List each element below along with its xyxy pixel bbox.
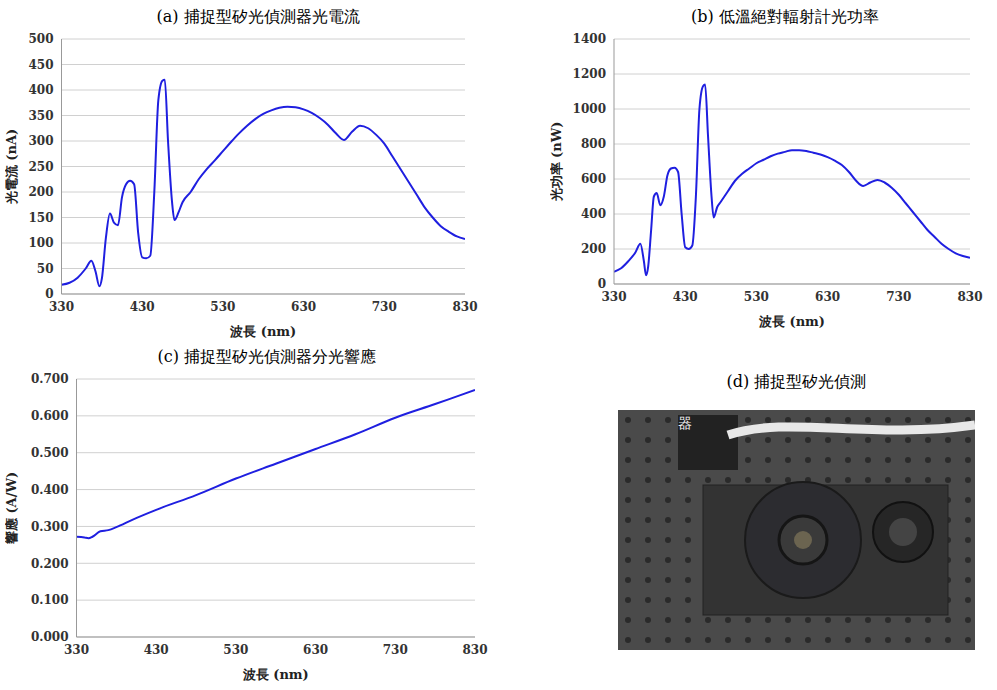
svg-text:730: 730 bbox=[886, 290, 911, 304]
svg-text:500: 500 bbox=[28, 33, 53, 46]
svg-text:330: 330 bbox=[601, 290, 626, 304]
svg-text:530: 530 bbox=[744, 290, 769, 304]
svg-text:730: 730 bbox=[383, 643, 408, 657]
svg-text:300: 300 bbox=[28, 134, 53, 148]
svg-text:200: 200 bbox=[28, 185, 53, 199]
svg-text:光電流 (nA): 光電流 (nA) bbox=[5, 129, 19, 205]
svg-text:430: 430 bbox=[144, 643, 169, 657]
svg-text:0.300: 0.300 bbox=[31, 520, 69, 534]
html-text:(b) 低溫絕對輻射計光功率: (b) 低溫絕對輻射計光功率 bbox=[691, 7, 879, 26]
svg-text:530: 530 bbox=[223, 643, 248, 657]
svg-text:波長 (nm): 波長 (nm) bbox=[758, 314, 825, 329]
html-text:(d) 捕捉型矽光偵測: (d) 捕捉型矽光偵測 bbox=[726, 372, 867, 391]
svg-text:830: 830 bbox=[462, 643, 487, 657]
svg-text:0.000: 0.000 bbox=[31, 630, 69, 644]
svg-text:600: 600 bbox=[581, 172, 606, 186]
svg-text:150: 150 bbox=[28, 211, 53, 225]
svg-text:330: 330 bbox=[64, 643, 89, 657]
svg-text:450: 450 bbox=[28, 58, 53, 72]
svg-text:800: 800 bbox=[581, 137, 606, 151]
svg-text:630: 630 bbox=[291, 300, 316, 314]
svg-text:350: 350 bbox=[28, 109, 53, 123]
svg-text:0.100: 0.100 bbox=[31, 593, 69, 607]
svg-text:630: 630 bbox=[303, 643, 328, 657]
svg-text:1400: 1400 bbox=[573, 33, 606, 46]
svg-text:0.600: 0.600 bbox=[31, 409, 69, 423]
svg-text:730: 730 bbox=[372, 300, 397, 314]
svg-text:波長 (nm): 波長 (nm) bbox=[242, 667, 309, 682]
html-text:(a) 捕捉型矽光偵測器光電流: (a) 捕捉型矽光偵測器光電流 bbox=[156, 7, 360, 26]
svg-text:830: 830 bbox=[957, 290, 982, 304]
svg-text:530: 530 bbox=[210, 300, 235, 314]
svg-text:200: 200 bbox=[581, 242, 606, 256]
svg-text:430: 430 bbox=[673, 290, 698, 304]
svg-text:0.700: 0.700 bbox=[31, 373, 69, 386]
svg-text:400: 400 bbox=[28, 83, 53, 97]
svg-text:器: 器 bbox=[678, 415, 692, 431]
svg-text:830: 830 bbox=[452, 300, 477, 314]
svg-text:630: 630 bbox=[815, 290, 840, 304]
svg-text:響應 (A/W): 響應 (A/W) bbox=[5, 472, 19, 544]
svg-text:1000: 1000 bbox=[573, 102, 606, 116]
svg-text:波長 (nm): 波長 (nm) bbox=[229, 324, 296, 339]
svg-text:0.200: 0.200 bbox=[31, 557, 69, 571]
svg-text:430: 430 bbox=[130, 300, 155, 314]
svg-text:0.500: 0.500 bbox=[31, 446, 69, 460]
svg-text:0.400: 0.400 bbox=[31, 483, 69, 497]
svg-text:0: 0 bbox=[45, 287, 53, 301]
svg-text:400: 400 bbox=[581, 207, 606, 221]
svg-text:光功率 (nW): 光功率 (nW) bbox=[550, 122, 564, 203]
svg-text:50: 50 bbox=[37, 262, 54, 276]
svg-text:100: 100 bbox=[28, 236, 53, 250]
svg-text:330: 330 bbox=[49, 300, 74, 314]
svg-text:0: 0 bbox=[598, 277, 606, 291]
html-text:(c) 捕捉型矽光偵測器分光響應: (c) 捕捉型矽光偵測器分光響應 bbox=[157, 347, 377, 366]
svg-text:250: 250 bbox=[28, 160, 53, 174]
svg-text:1200: 1200 bbox=[573, 67, 606, 81]
